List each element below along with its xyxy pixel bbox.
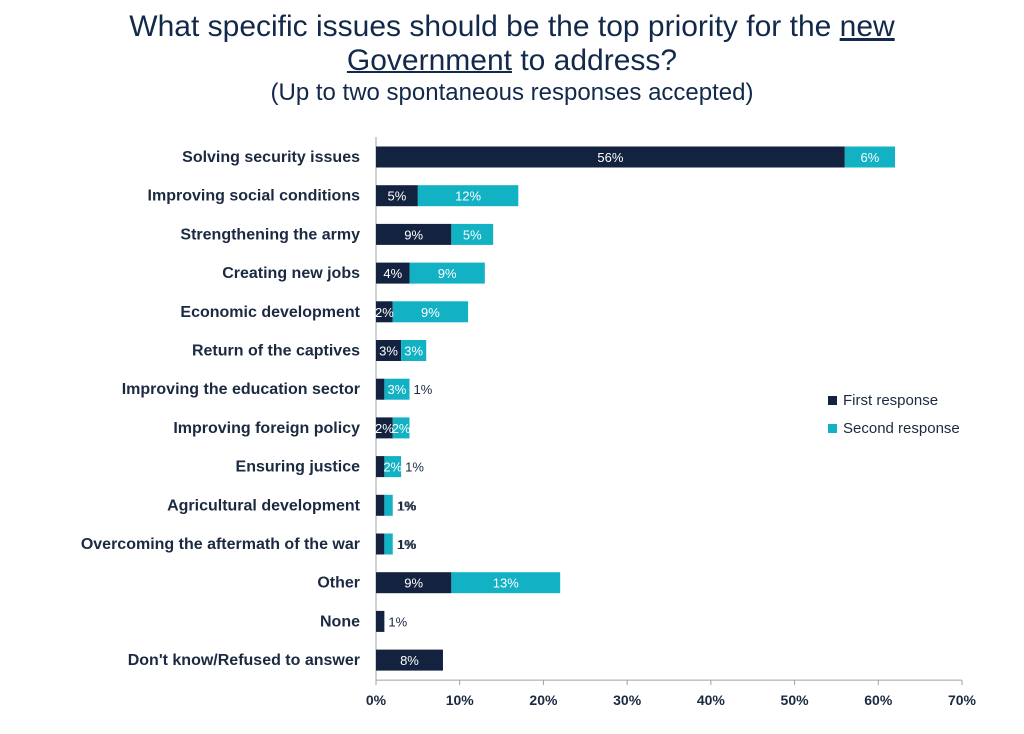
bar-first-response xyxy=(376,610,385,632)
bar-first-response xyxy=(376,378,385,400)
data-label-first: 1% xyxy=(397,498,416,513)
bar-second-response xyxy=(384,533,393,555)
data-label-first: 56% xyxy=(597,150,623,165)
category-label: Strengthening the army xyxy=(180,226,360,243)
bar-second-response xyxy=(401,340,427,361)
bar-second-response xyxy=(844,146,896,168)
category-label: Improving foreign policy xyxy=(173,420,360,437)
bar-second-response xyxy=(417,185,519,207)
category-label: Return of the captives xyxy=(192,343,360,360)
legend-swatch-first xyxy=(828,396,837,405)
bar-second-response xyxy=(451,223,494,245)
legend-label-first: First response xyxy=(843,392,938,409)
x-tick-label: 30% xyxy=(613,692,642,708)
bar-first-response xyxy=(376,649,443,671)
data-label-first: 4% xyxy=(383,266,402,281)
legend-label-second: Second response xyxy=(843,420,960,437)
bar-first-response xyxy=(376,572,452,594)
bar-first-response xyxy=(376,456,385,478)
bar-second-response xyxy=(392,417,410,439)
category-label: Improving social conditions xyxy=(148,188,361,205)
data-label-first: 9% xyxy=(404,227,423,242)
data-label-second: 2% xyxy=(383,460,402,475)
data-label-first: 8% xyxy=(400,653,419,668)
category-label: Overcoming the aftermath of the war xyxy=(81,536,360,553)
category-label: Solving security issues xyxy=(182,149,360,166)
x-tick-label: 0% xyxy=(366,692,387,708)
bar-first-response xyxy=(376,185,418,207)
chart-title-line-2: Government to address? xyxy=(0,44,1024,78)
bar-first-response xyxy=(376,340,402,361)
title-text: What specific issues should be the top p… xyxy=(129,10,832,43)
data-label-first: 5% xyxy=(388,189,407,204)
category-label: Other xyxy=(317,575,360,592)
x-tick-label: 20% xyxy=(529,692,558,708)
data-label-first: 2% xyxy=(375,305,394,320)
data-label-first: 9% xyxy=(404,576,423,591)
category-label: Economic development xyxy=(180,304,360,321)
category-label: Creating new jobs xyxy=(222,265,360,282)
bar-second-response xyxy=(384,456,402,478)
bar-second-response xyxy=(451,572,561,594)
bar-first-response xyxy=(376,146,845,168)
x-tick-label: 40% xyxy=(697,692,726,708)
data-label-first: 3% xyxy=(379,344,398,359)
bar-second-response xyxy=(384,378,410,400)
title-underlined-word: new xyxy=(839,10,895,43)
data-label-second: 12% xyxy=(455,189,481,204)
category-label: Improving the education sector xyxy=(122,381,360,398)
bar-first-response xyxy=(376,262,410,284)
bar-second-response xyxy=(409,262,485,284)
data-label-second: 1% xyxy=(398,498,417,513)
data-label-second: 3% xyxy=(404,344,423,359)
x-tick-label: 70% xyxy=(948,692,977,708)
data-label-first: 1% xyxy=(397,537,416,552)
bar-first-response xyxy=(376,417,393,439)
data-label-second: 9% xyxy=(421,305,440,320)
data-label-second: 9% xyxy=(438,266,457,281)
data-label-second: 3% xyxy=(388,382,407,397)
bar-first-response xyxy=(376,301,393,323)
data-label-second: 1% xyxy=(398,537,417,552)
data-label-first: 1% xyxy=(405,460,424,475)
category-label: Agricultural development xyxy=(167,497,361,514)
bar-first-response xyxy=(376,223,452,245)
x-tick-label: 10% xyxy=(446,692,475,708)
category-label: None xyxy=(320,613,360,630)
bar-second-response xyxy=(384,494,393,516)
data-label-second: 13% xyxy=(493,576,519,591)
x-tick-label: 50% xyxy=(781,692,810,708)
chart-subtitle: (Up to two spontaneous responses accepte… xyxy=(270,79,754,106)
data-label-second: 5% xyxy=(463,227,482,242)
data-label-first: 2% xyxy=(375,421,394,436)
category-label: Ensuring justice xyxy=(236,459,361,476)
title-underlined-word: Government xyxy=(346,44,512,77)
data-label-second: 6% xyxy=(861,150,880,165)
data-label-first: 1% xyxy=(388,614,407,629)
x-tick-label: 60% xyxy=(864,692,893,708)
title-text: to address? xyxy=(520,44,678,77)
data-label-second: 2% xyxy=(392,421,411,436)
bar-first-response xyxy=(376,533,385,555)
category-label: Don't know/Refused to answer xyxy=(128,652,360,669)
data-label-first: 1% xyxy=(413,382,432,397)
bar-second-response xyxy=(392,301,469,323)
chart-title-line-1: What specific issues should be the top p… xyxy=(0,10,1024,44)
bar-first-response xyxy=(376,494,385,516)
legend-swatch-second xyxy=(828,424,837,433)
